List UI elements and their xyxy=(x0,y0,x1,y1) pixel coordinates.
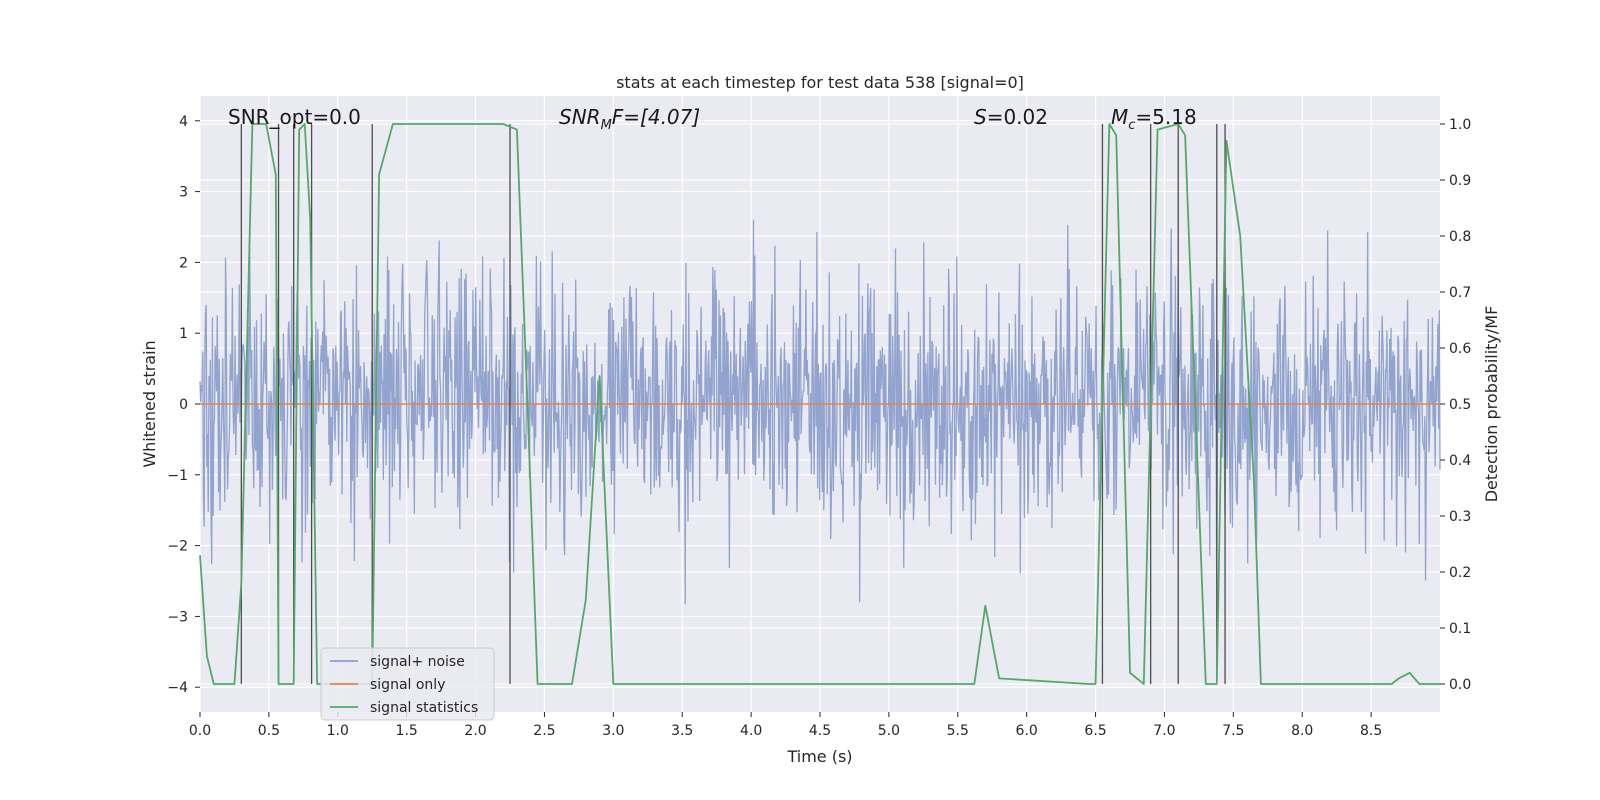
axis-ticks: 0.0 0.5 1.0 1.5 2.0 2.5 3.0 3.5 4.0 4.5 5.0 5.5 6.0 6… xyxy=(167,114,1471,739)
y-tick-label-right: 0.7 xyxy=(1449,285,1471,301)
annotation-mc: Mc=5.18 xyxy=(1111,105,1197,133)
chart-title: stats at each timestep for test data 538… xyxy=(616,73,1024,92)
y-tick-label-right: 1.0 xyxy=(1449,117,1471,133)
x-tick-label: 1.0 xyxy=(327,723,349,739)
y-tick-label-left: 0 xyxy=(179,397,188,413)
annotation-mc-rest: =5.18 xyxy=(1135,105,1196,129)
annotation-snr-mf-main: SNR xyxy=(559,105,601,129)
annotation-snr-opt: SNR_opt=0.0 xyxy=(228,105,361,129)
x-tick-label: 7.0 xyxy=(1153,723,1175,739)
y-tick-label-right: 0.1 xyxy=(1449,621,1471,637)
y-axis-label-left: Whitened strain xyxy=(140,340,159,467)
x-tick-label: 7.5 xyxy=(1222,723,1244,739)
x-tick-label: 5.5 xyxy=(947,723,969,739)
x-tick-label: 1.5 xyxy=(396,723,418,739)
legend-label-stats: signal statistics xyxy=(370,700,478,716)
y-tick-label-left: −1 xyxy=(167,468,188,484)
y-axis-label-right: Detection probability/MF xyxy=(1482,306,1501,503)
x-axis-label: Time (s) xyxy=(786,747,852,766)
y-tick-label-left: 1 xyxy=(179,326,188,342)
annotation-snr-mf-rest: F=[4.07] xyxy=(612,105,700,129)
y-tick-label-right: 0.8 xyxy=(1449,229,1471,245)
y-tick-label-left: 4 xyxy=(179,114,188,130)
stats-series xyxy=(199,123,1440,685)
x-tick-label: 2.0 xyxy=(464,723,486,739)
y-tick-label-left: 2 xyxy=(179,255,188,271)
x-tick-label: 3.0 xyxy=(602,723,624,739)
y-tick-label-right: 0.3 xyxy=(1449,509,1471,525)
noise-series xyxy=(199,220,1441,605)
annotation-s-main: S xyxy=(974,105,987,129)
annotation-mc-sub: c xyxy=(1128,118,1135,133)
legend-box xyxy=(320,647,495,721)
legend-label-signal: signal only xyxy=(370,677,445,693)
stats-line xyxy=(199,123,1440,685)
x-tick-label: 5.0 xyxy=(878,723,900,739)
legend: signal+ noise signal only signal statist… xyxy=(320,647,495,721)
x-tick-label: 6.5 xyxy=(1084,723,1106,739)
annotation-s: S=0.02 xyxy=(974,105,1048,129)
y-tick-label-right: 0.9 xyxy=(1449,173,1471,189)
x-tick-label: 4.5 xyxy=(809,723,831,739)
x-tick-label: 0.0 xyxy=(189,723,211,739)
annotation-s-rest: =0.02 xyxy=(987,105,1048,129)
x-tick-label: 2.5 xyxy=(533,723,555,739)
y-tick-label-right: 0.5 xyxy=(1449,397,1471,413)
noise-line xyxy=(199,220,1441,605)
y-tick-label-left: 3 xyxy=(179,185,188,201)
annotation-snr-mf-sub: M xyxy=(601,118,612,133)
y-tick-label-right: 0.2 xyxy=(1449,565,1471,581)
x-tick-label: 6.0 xyxy=(1016,723,1038,739)
x-tick-label: 8.5 xyxy=(1360,723,1382,739)
x-tick-label: 8.0 xyxy=(1291,723,1313,739)
y-tick-label-left: −3 xyxy=(167,609,188,625)
legend-label-noise: signal+ noise xyxy=(370,654,465,670)
y-tick-label-left: −4 xyxy=(167,680,188,696)
y-tick-label-right: 0.0 xyxy=(1449,677,1471,693)
x-tick-label: 4.0 xyxy=(740,723,762,739)
y-tick-label-right: 0.6 xyxy=(1449,341,1471,357)
annotation-mc-main: M xyxy=(1111,105,1128,129)
x-tick-label: 3.5 xyxy=(671,723,693,739)
y-tick-label-right: 0.4 xyxy=(1449,453,1471,469)
x-tick-label: 0.5 xyxy=(258,723,280,739)
y-tick-label-left: −2 xyxy=(167,539,188,555)
annotation-snr-mf: SNRMF=[4.07] xyxy=(559,105,700,133)
